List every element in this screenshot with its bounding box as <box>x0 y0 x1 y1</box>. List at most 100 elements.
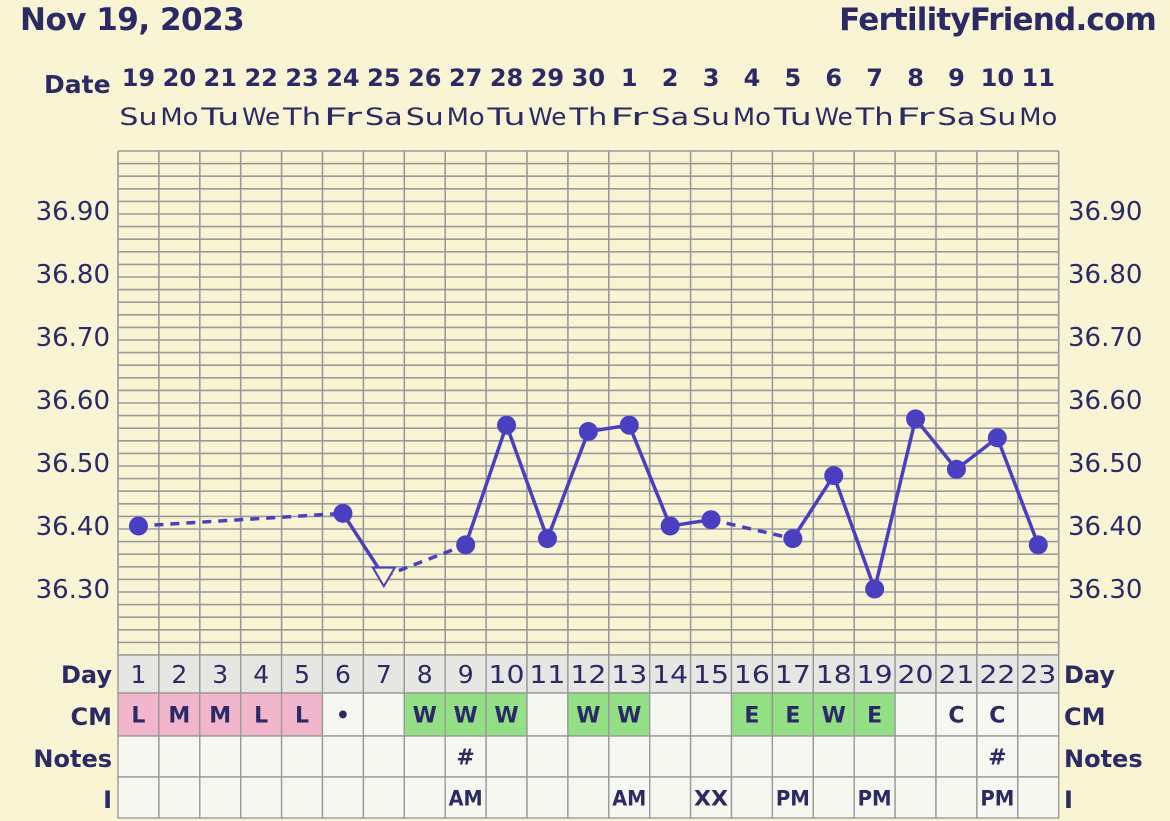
day-value: 11 <box>529 660 565 689</box>
cm-value: E <box>867 704 882 729</box>
intercourse-cell <box>362 776 405 819</box>
day-value: 17 <box>775 660 811 689</box>
row-label-left: I <box>103 786 112 814</box>
temperature-point <box>906 409 926 429</box>
intercourse-cell <box>894 776 937 819</box>
day-cell <box>894 654 937 694</box>
date-number: 25 <box>367 64 400 92</box>
date-number: 21 <box>204 64 237 92</box>
weekday-label: Sa <box>365 103 403 131</box>
weekday-label: We <box>528 103 566 131</box>
cm-value: M <box>209 704 231 729</box>
cm-cell <box>239 692 283 737</box>
cm-value: E <box>785 704 800 729</box>
cm-value: L <box>131 704 145 729</box>
day-value: 14 <box>652 660 688 689</box>
day-value: 19 <box>857 660 893 689</box>
intercourse-cell <box>935 776 978 819</box>
y-tick-label-left: 36.50 <box>36 449 110 479</box>
date-number: 9 <box>948 64 965 92</box>
weekday-label: Sa <box>651 103 689 131</box>
cm-value: W <box>617 704 641 729</box>
weekday-label: Su <box>692 103 730 131</box>
weekday-label: Mo <box>447 103 485 131</box>
temperature-segment <box>138 511 344 528</box>
intercourse-cell <box>199 776 242 819</box>
notes-cell <box>567 735 610 778</box>
notes-cell <box>894 735 937 778</box>
notes-cell <box>117 735 160 778</box>
temperature-point <box>987 428 1007 448</box>
notes-cell <box>485 735 528 778</box>
weekday-label: Th <box>568 103 607 131</box>
day-value: 20 <box>898 660 934 689</box>
notes-cell <box>239 735 283 778</box>
date-number: 28 <box>490 64 523 92</box>
date-header: 19Su20Mo21Tu22We23Th24Fr25Sa26Su27Mo28Tu… <box>119 64 1057 131</box>
notes-cell <box>608 735 651 778</box>
cm-cell <box>935 692 978 737</box>
intercourse-cell <box>853 776 896 819</box>
temperature-segment <box>872 418 918 590</box>
day-value: 9 <box>458 660 474 689</box>
row-label-left: Day <box>61 661 112 689</box>
notes-cell <box>730 735 774 778</box>
notes-cell <box>812 735 855 778</box>
y-tick-label-left: 36.40 <box>36 512 110 542</box>
day-value: 22 <box>979 660 1015 689</box>
day-value: 21 <box>938 660 974 689</box>
notes-cell <box>649 735 692 778</box>
chart-date-title: Nov 19, 2023 <box>20 2 245 38</box>
day-cell <box>771 654 815 694</box>
cm-cell <box>608 692 651 737</box>
date-number: 11 <box>1022 64 1055 92</box>
temperature-segment <box>383 543 467 579</box>
cm-value: C <box>989 704 1005 729</box>
weekday-label: Fr <box>897 103 935 131</box>
temperature-point <box>1028 535 1048 555</box>
intercourse-cell <box>608 776 651 819</box>
weekday-label: Fr <box>610 103 648 131</box>
cm-cell <box>771 692 815 737</box>
day-value: 13 <box>611 660 647 689</box>
cm-cell <box>567 692 610 737</box>
row-label-right: Day <box>1064 661 1115 689</box>
intercourse-cell <box>1017 776 1060 819</box>
weekday-label: Su <box>406 103 444 131</box>
day-value: 1 <box>130 660 146 689</box>
cm-value: M <box>168 704 190 729</box>
temperature-point <box>865 579 885 599</box>
cm-cell <box>199 692 242 737</box>
cm-cell <box>485 692 528 737</box>
weekday-label: Fr <box>324 103 362 131</box>
day-cell <box>1017 654 1060 694</box>
y-tick-label-right: 36.50 <box>1068 449 1142 479</box>
weekday-label: Mo <box>733 103 771 131</box>
date-number: 27 <box>449 64 482 92</box>
cm-cell <box>894 692 937 737</box>
day-cell <box>362 654 405 694</box>
intercourse-cell <box>812 776 855 819</box>
temperature-point <box>128 516 148 536</box>
intercourse-cell <box>444 776 487 819</box>
day-cell <box>485 654 528 694</box>
cm-value: C <box>948 704 964 729</box>
y-tick-label-right: 36.80 <box>1068 260 1142 290</box>
day-cell <box>403 654 446 694</box>
day-value: 12 <box>570 660 606 689</box>
notes-cell <box>280 735 324 778</box>
date-number: 23 <box>285 64 318 92</box>
day-cell <box>935 654 978 694</box>
date-number: 19 <box>122 64 155 92</box>
intercourse-cell <box>403 776 446 819</box>
temperature-point <box>456 535 476 555</box>
cycle-data-rows: 1 2 3 4 5 6 7 8 9 10 11 12 13 14 15 16 17 18 19 20 21 22 23L M M… <box>117 654 1060 819</box>
weekday-label: Tu <box>486 103 525 131</box>
temperature-segment <box>463 424 509 546</box>
notes-cell <box>1017 735 1060 778</box>
temperature-point <box>497 415 517 435</box>
cm-cell <box>689 692 733 737</box>
temperature-point <box>946 459 966 479</box>
